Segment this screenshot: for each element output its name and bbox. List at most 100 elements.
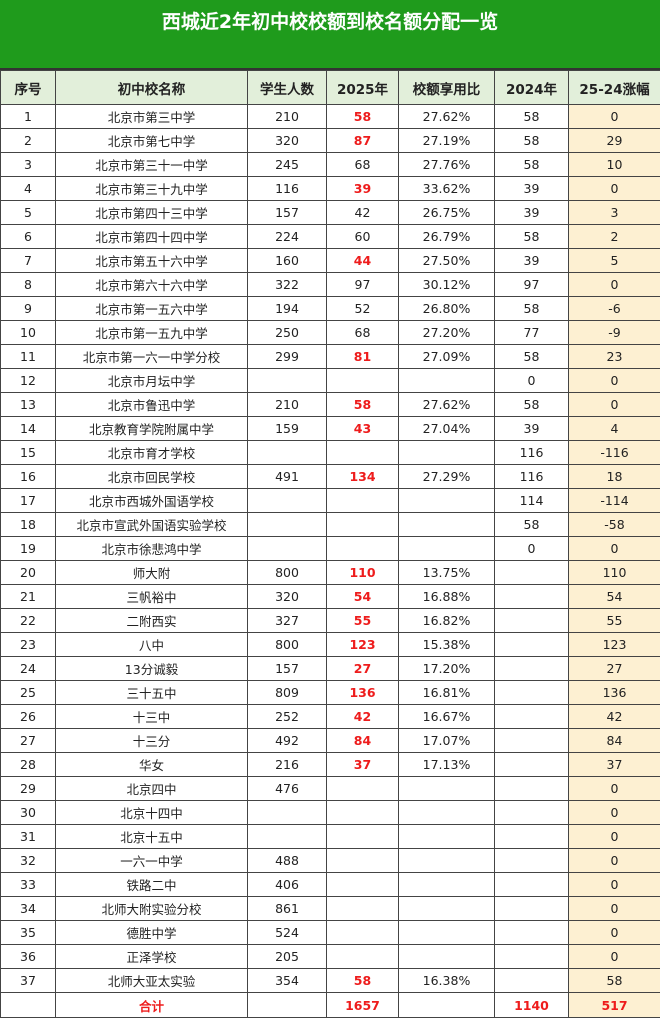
cell-students: 320 — [247, 584, 327, 609]
cell-index: 20 — [0, 560, 56, 585]
cell-y2024 — [494, 776, 569, 801]
cell-diff: 23 — [568, 344, 660, 369]
cell-y2024: 58 — [494, 344, 569, 369]
cell-y2024 — [494, 728, 569, 753]
cell-school: 13分诚毅 — [55, 656, 248, 681]
cell-y2025: 68 — [326, 320, 399, 345]
cell-index: 36 — [0, 944, 56, 969]
cell-y2024 — [494, 848, 569, 873]
cell-y2024 — [494, 800, 569, 825]
cell-index: 18 — [0, 512, 56, 537]
cell-school: 北京市第四十三中学 — [55, 200, 248, 225]
header-row: 序号 初中校名称 学生人数 2025年 校额享用比 2024年 25-24涨幅 — [0, 70, 660, 105]
total-row: 合计 1657 1140 517 — [0, 992, 660, 1018]
cell-school: 北京市徐悲鸿中学 — [55, 536, 248, 561]
cell-y2025: 68 — [326, 152, 399, 177]
cell-students: 159 — [247, 416, 327, 441]
cell-diff: 27 — [568, 656, 660, 681]
cell-school: 北京市第三十九中学 — [55, 176, 248, 201]
cell-students: 299 — [247, 344, 327, 369]
cell-index: 9 — [0, 296, 56, 321]
cell-school: 北京市第四十四中学 — [55, 224, 248, 249]
table-row: 26 十三中 252 42 16.67% 42 — [0, 704, 660, 729]
table-row: 12 北京市月坛中学 0 0 — [0, 368, 660, 393]
cell-y2025: 58 — [326, 968, 399, 993]
cell-y2024 — [494, 584, 569, 609]
cell-diff: 0 — [568, 848, 660, 873]
cell-y2024 — [494, 968, 569, 993]
cell-y2025: 39 — [326, 176, 399, 201]
cell-school: 北京市宣武外国语实验学校 — [55, 512, 248, 537]
cell-y2024 — [494, 632, 569, 657]
cell-students — [247, 800, 327, 825]
cell-y2024: 39 — [494, 176, 569, 201]
cell-students: 245 — [247, 152, 327, 177]
cell-diff: 0 — [568, 896, 660, 921]
cell-y2024 — [494, 680, 569, 705]
cell-index: 8 — [0, 272, 56, 297]
table-row: 14 北京教育学院附属中学 159 43 27.04% 39 4 — [0, 416, 660, 441]
cell-diff: 55 — [568, 608, 660, 633]
cell-diff: 0 — [568, 920, 660, 945]
cell-index: 2 — [0, 128, 56, 153]
header-2024: 2024年 — [494, 70, 569, 105]
cell-y2024 — [494, 560, 569, 585]
table-row: 36 正泽学校 205 0 — [0, 944, 660, 969]
cell-diff: 42 — [568, 704, 660, 729]
table-row: 5 北京市第四十三中学 157 42 26.75% 39 3 — [0, 200, 660, 225]
cell-school: 德胜中学 — [55, 920, 248, 945]
cell-y2024: 58 — [494, 128, 569, 153]
cell-y2024: 39 — [494, 200, 569, 225]
total-label: 合计 — [55, 992, 248, 1018]
cell-y2025: 58 — [326, 104, 399, 129]
cell-y2024 — [494, 944, 569, 969]
cell-y2025 — [326, 800, 399, 825]
cell-students: 809 — [247, 680, 327, 705]
header-school: 初中校名称 — [55, 70, 248, 105]
cell-index: 13 — [0, 392, 56, 417]
cell-index: 15 — [0, 440, 56, 465]
cell-school: 北京十四中 — [55, 800, 248, 825]
cell-index: 26 — [0, 704, 56, 729]
cell-school: 二附西实 — [55, 608, 248, 633]
cell-diff: 58 — [568, 968, 660, 993]
cell-y2025: 136 — [326, 680, 399, 705]
table-row: 24 13分诚毅 157 27 17.20% 27 — [0, 656, 660, 681]
cell-index: 7 — [0, 248, 56, 273]
cell-index: 27 — [0, 728, 56, 753]
quota-table: 序号 初中校名称 学生人数 2025年 校额享用比 2024年 25-24涨幅 … — [0, 70, 660, 1018]
cell-ratio: 33.62% — [398, 176, 495, 201]
cell-students — [247, 536, 327, 561]
cell-index: 5 — [0, 200, 56, 225]
cell-school: 十三中 — [55, 704, 248, 729]
cell-ratio — [398, 440, 495, 465]
cell-ratio — [398, 848, 495, 873]
cell-diff: 0 — [568, 776, 660, 801]
cell-students: 205 — [247, 944, 327, 969]
cell-y2025 — [326, 872, 399, 897]
cell-students: 354 — [247, 968, 327, 993]
cell-index: 37 — [0, 968, 56, 993]
cell-y2024 — [494, 704, 569, 729]
cell-diff: 0 — [568, 104, 660, 129]
cell-students: 524 — [247, 920, 327, 945]
cell-index: 21 — [0, 584, 56, 609]
cell-index: 19 — [0, 536, 56, 561]
cell-y2025: 123 — [326, 632, 399, 657]
cell-y2025: 37 — [326, 752, 399, 777]
cell-y2025: 43 — [326, 416, 399, 441]
cell-y2024: 0 — [494, 368, 569, 393]
cell-diff: 4 — [568, 416, 660, 441]
cell-ratio — [398, 992, 495, 1018]
cell-diff: 0 — [568, 272, 660, 297]
cell-ratio — [398, 512, 495, 537]
header-students: 学生人数 — [247, 70, 327, 105]
cell-ratio — [398, 776, 495, 801]
cell-school: 北京市西城外国语学校 — [55, 488, 248, 513]
cell-students — [247, 824, 327, 849]
page-title: 西城近2年初中校校额到校名额分配一览 — [0, 0, 660, 70]
cell-school: 北京市第五十六中学 — [55, 248, 248, 273]
cell-ratio — [398, 944, 495, 969]
cell-y2025 — [326, 920, 399, 945]
cell-students: 194 — [247, 296, 327, 321]
